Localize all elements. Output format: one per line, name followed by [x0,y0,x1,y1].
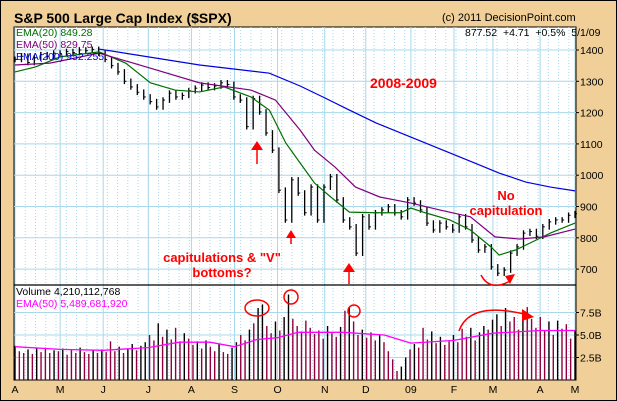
x-tick-label: M [571,384,580,396]
price-legend: EMA(20) 849.28 EMA(50) 829.75 EMA(200) 9… [16,27,104,63]
x-tick-label: A [188,384,195,396]
volume-tick-label: 5.0B [580,330,602,342]
volume-arc-arrow-icon [458,309,534,332]
volume-tick-label: 2.5B [580,353,602,365]
axes: A M J J A S O N D 09 F M A M 700 800 900 1000 1100 1200 1300… [11,45,603,396]
curved-arrow-icon [480,274,515,287]
ema-lines [14,48,576,256]
ema20-line [14,51,576,256]
no-capitulation-line2: capitulation [470,203,543,218]
x-tick-label: A [537,384,544,396]
no-capitulation-line1: No [497,188,514,203]
volume-ema-line [14,329,575,351]
chart-title: S&P 500 Large Cap Index ($SPX) [14,10,232,26]
volume-ema-legend: EMA(50) 5,489,681,920 [16,298,128,310]
volume-circle [244,299,270,317]
volume-circle [283,289,299,305]
x-tick-label: D [362,384,370,396]
up-arrow-icon [251,141,263,164]
capitulations-line1: capitulations & "V" [163,250,281,265]
y-tick-label: 1100 [580,139,603,151]
ema200-legend: EMA(200) 952.255 [16,51,105,63]
ema50-line [14,52,576,240]
y-tick-label: 1300 [580,76,604,88]
ema200-line [99,48,576,192]
y-tick-label: 1000 [580,170,604,182]
y-tick-label: 800 [580,233,598,245]
copyright: (c) 2011 DecisionPoint.com [442,12,576,24]
x-tick-label: M [56,384,65,396]
x-tick-label: F [451,384,457,396]
x-tick-label: O [273,384,281,396]
volume-circle [347,304,361,318]
ema50-legend: EMA(50) 829.75 [16,39,93,51]
x-tick-label: 09 [405,384,417,396]
red-arrows [244,141,534,332]
period-label: 2008-2009 [370,75,437,91]
volume-tick-label: 7.5B [580,308,602,320]
ema20-legend: EMA(20) 849.28 [16,27,93,39]
volume-legend: Volume 4,210,112,768 EMA(50) 5,489,681,9… [16,286,128,310]
x-tick-label: S [231,384,238,396]
y-tick-label: 700 [580,264,598,276]
x-tick-label: N [321,384,329,396]
up-arrow-icon [343,263,355,284]
x-tick-label: A [11,384,18,396]
x-tick-label: J [146,384,151,396]
last-quote: 877.52 +4.71 +0.5% 5/1/09 [465,27,601,39]
price-bars [14,46,577,276]
x-tick-label: M [489,384,498,396]
up-arrow-icon [286,230,296,244]
volume-legend-value: Volume 4,210,112,768 [16,286,121,298]
annotations: 2008-2009 No capitulation capitulations … [163,75,542,280]
y-tick-label: 1200 [580,108,604,120]
y-tick-label: 1400 [580,45,604,57]
x-tick-label: J [101,384,106,396]
capitulations-line2: bottoms? [192,265,251,280]
y-tick-label: 900 [580,202,598,214]
volume-bars [14,294,576,380]
